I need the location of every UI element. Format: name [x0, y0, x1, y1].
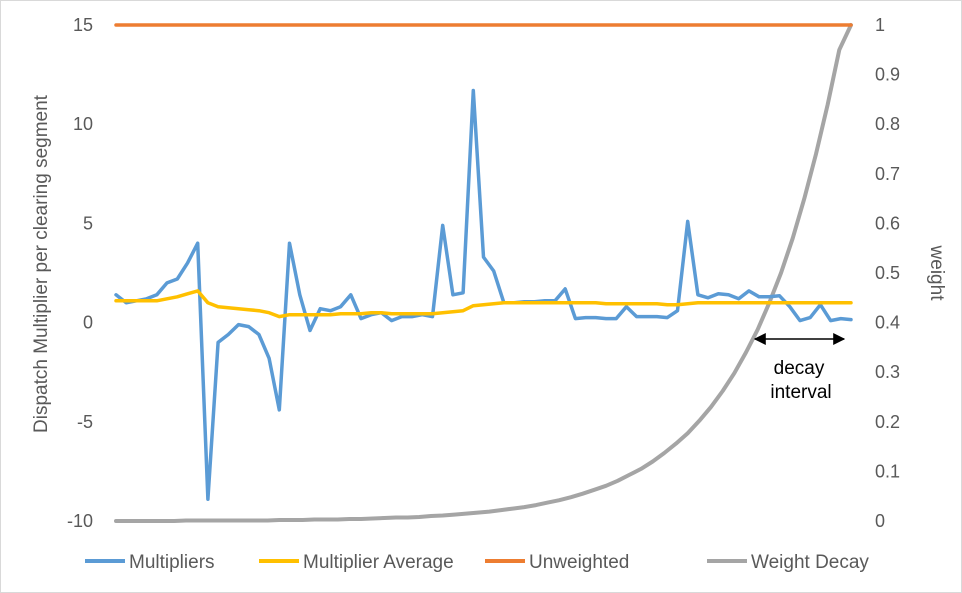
left-axis-title: Dispatch Multiplier per clearing segment	[31, 94, 52, 433]
right-tick-label: 0.1	[875, 461, 900, 481]
left-axis-ticks: 15 10 5 0 -5 -10	[67, 15, 93, 531]
left-tick-label: -10	[67, 511, 93, 531]
right-axis-ticks: 1 0.9 0.8 0.7 0.6 0.5 0.4 0.3 0.2 0.1 0	[875, 15, 900, 531]
right-tick-label: 0.5	[875, 263, 900, 283]
right-tick-label: 1	[875, 15, 885, 35]
right-tick-label: 0	[875, 511, 885, 531]
right-tick-label: 0.2	[875, 412, 900, 432]
decay-interval-label-line1: decay	[774, 358, 825, 379]
legend-label-multipliers: Multipliers	[129, 552, 215, 573]
left-tick-label: 0	[83, 313, 93, 333]
right-axis-title: weight	[926, 245, 947, 302]
left-tick-label: 15	[73, 15, 93, 35]
series-line-weight-decay	[114, 23, 853, 523]
right-tick-label: 0.3	[875, 362, 900, 382]
right-tick-label: 0.8	[875, 114, 900, 134]
legend-label-multiplier-average: Multiplier Average	[303, 552, 454, 573]
legend: Multipliers Multiplier Average Unweighted W…	[85, 552, 869, 573]
left-tick-label: 10	[73, 114, 93, 134]
left-tick-label: -5	[77, 412, 93, 432]
right-tick-label: 0.7	[875, 164, 900, 184]
legend-label-weight-decay: Weight Decay	[751, 552, 869, 573]
decay-interval-annotation: decay interval	[753, 333, 846, 403]
series-layer	[114, 23, 853, 523]
series-line-multipliers	[114, 88, 853, 501]
right-tick-label: 0.4	[875, 313, 900, 333]
left-tick-label: 5	[83, 213, 93, 233]
right-tick-label: 0.9	[875, 65, 900, 85]
decay-interval-label-line2: interval	[770, 382, 831, 403]
right-tick-label: 0.6	[875, 213, 900, 233]
series-line-multiplier-average	[114, 289, 853, 319]
legend-label-unweighted: Unweighted	[529, 552, 629, 573]
